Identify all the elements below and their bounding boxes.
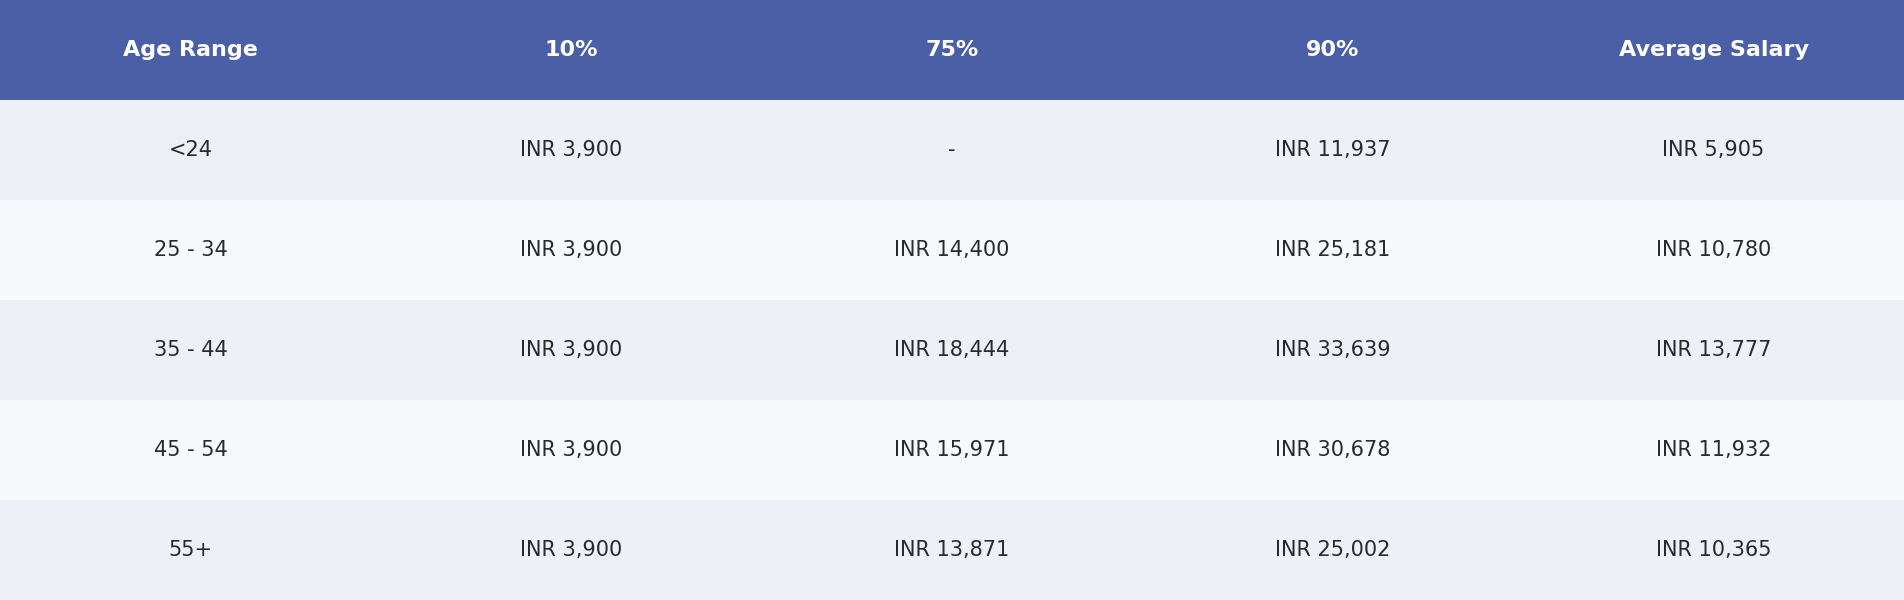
Bar: [0, 200, 381, 300]
Bar: [381, 400, 762, 500]
Text: 55+: 55+: [168, 540, 213, 560]
Bar: [1523, 100, 1904, 200]
Text: 25 - 34: 25 - 34: [154, 240, 227, 260]
Text: INR 3,900: INR 3,900: [520, 140, 623, 160]
Bar: [1523, 300, 1904, 400]
Bar: [762, 200, 1142, 300]
Bar: [0, 0, 381, 100]
Text: INR 11,932: INR 11,932: [1656, 440, 1771, 460]
Bar: [1523, 0, 1904, 100]
Bar: [1142, 300, 1523, 400]
Bar: [1142, 400, 1523, 500]
Text: INR 25,181: INR 25,181: [1276, 240, 1390, 260]
Text: INR 10,780: INR 10,780: [1656, 240, 1771, 260]
Bar: [0, 500, 381, 600]
Bar: [381, 500, 762, 600]
Text: INR 15,971: INR 15,971: [895, 440, 1009, 460]
Text: INR 11,937: INR 11,937: [1276, 140, 1390, 160]
Bar: [381, 0, 762, 100]
Text: 45 - 54: 45 - 54: [154, 440, 227, 460]
Text: Average Salary: Average Salary: [1618, 40, 1809, 60]
Text: 35 - 44: 35 - 44: [154, 340, 227, 360]
Text: <24: <24: [168, 140, 213, 160]
Bar: [1523, 500, 1904, 600]
Bar: [762, 400, 1142, 500]
Text: INR 18,444: INR 18,444: [895, 340, 1009, 360]
Text: 90%: 90%: [1306, 40, 1359, 60]
Bar: [762, 0, 1142, 100]
Text: Age Range: Age Range: [124, 40, 257, 60]
Bar: [762, 500, 1142, 600]
Text: INR 13,871: INR 13,871: [895, 540, 1009, 560]
Text: INR 10,365: INR 10,365: [1656, 540, 1771, 560]
Bar: [0, 400, 381, 500]
Bar: [1523, 400, 1904, 500]
Text: INR 3,900: INR 3,900: [520, 440, 623, 460]
Bar: [381, 300, 762, 400]
Bar: [381, 200, 762, 300]
Text: INR 5,905: INR 5,905: [1662, 140, 1765, 160]
Text: INR 14,400: INR 14,400: [895, 240, 1009, 260]
Text: INR 33,639: INR 33,639: [1276, 340, 1390, 360]
Bar: [762, 300, 1142, 400]
Text: 75%: 75%: [925, 40, 979, 60]
Text: INR 25,002: INR 25,002: [1276, 540, 1390, 560]
Bar: [1142, 100, 1523, 200]
Bar: [1142, 0, 1523, 100]
Text: 10%: 10%: [545, 40, 598, 60]
Bar: [762, 100, 1142, 200]
Text: INR 13,777: INR 13,777: [1656, 340, 1771, 360]
Bar: [1523, 200, 1904, 300]
Bar: [381, 100, 762, 200]
Bar: [1142, 200, 1523, 300]
Text: -: -: [948, 140, 956, 160]
Bar: [0, 300, 381, 400]
Text: INR 30,678: INR 30,678: [1276, 440, 1390, 460]
Text: INR 3,900: INR 3,900: [520, 240, 623, 260]
Text: INR 3,900: INR 3,900: [520, 340, 623, 360]
Bar: [1142, 500, 1523, 600]
Text: INR 3,900: INR 3,900: [520, 540, 623, 560]
Bar: [0, 100, 381, 200]
